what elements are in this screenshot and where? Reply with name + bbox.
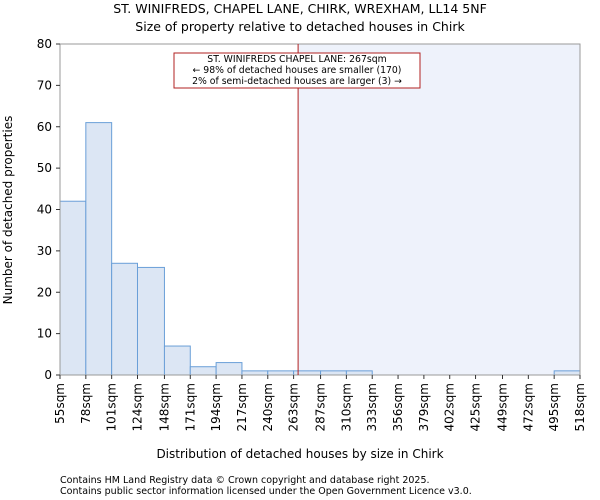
annotation-box: ST. WINIFREDS CHAPEL LANE: 267sqm ← 98% … xyxy=(173,52,421,89)
x-tick-label: 217sqm xyxy=(235,383,249,431)
x-tick-label: 101sqm xyxy=(105,383,119,431)
bar xyxy=(241,370,269,376)
bar xyxy=(345,370,373,376)
bar xyxy=(215,362,243,376)
x-tick-label: 402sqm xyxy=(443,383,457,431)
footer-line-1: Contains HM Land Registry data © Crown c… xyxy=(60,475,430,486)
x-tick-label: 518sqm xyxy=(573,383,587,431)
bar xyxy=(59,200,87,376)
bar xyxy=(111,262,138,376)
x-tick-label: 495sqm xyxy=(547,383,561,431)
y-tick-label: 30 xyxy=(37,244,52,258)
y-tick-label: 10 xyxy=(37,327,52,341)
bar xyxy=(163,345,191,376)
x-tick-label: 240sqm xyxy=(261,383,275,431)
x-tick-label: 333sqm xyxy=(365,383,379,431)
x-tick-label: 287sqm xyxy=(314,383,328,431)
bar xyxy=(320,370,347,376)
chart-subtitle: Size of property relative to detached ho… xyxy=(135,19,465,34)
x-tick-label: 78sqm xyxy=(79,383,93,424)
bar xyxy=(136,266,165,376)
y-tick-label: 70 xyxy=(37,78,52,92)
x-tick-label: 472sqm xyxy=(521,383,535,431)
highlight-region xyxy=(298,44,580,375)
annotation-line-3: 2% of semi-detached houses are larger (3… xyxy=(192,76,402,87)
x-tick-label: 449sqm xyxy=(496,383,510,431)
annotation-line-1: ST. WINIFREDS CHAPEL LANE: 267sqm xyxy=(207,54,386,65)
y-axis-title: Number of detached properties xyxy=(1,116,15,305)
x-tick-label: 124sqm xyxy=(130,383,144,431)
x-tick-label: 263sqm xyxy=(287,383,301,431)
x-tick-label: 55sqm xyxy=(53,383,67,424)
x-tick-label: 356sqm xyxy=(391,383,405,431)
x-tick-label: 171sqm xyxy=(183,383,197,431)
annotation-frame xyxy=(173,52,421,89)
y-tick-label: 50 xyxy=(37,161,52,175)
bar xyxy=(189,366,217,376)
plot-area: 0 10 20 30 40 50 60 70 80 55sqm 78sqm 101sqm 124sqm 1… xyxy=(37,37,587,431)
bar xyxy=(85,122,113,376)
x-tick-label: 148sqm xyxy=(157,383,171,431)
x-axis-title: Distribution of detached houses by size … xyxy=(156,447,443,461)
annotation-line-2: ← 98% of detached houses are smaller (17… xyxy=(193,65,402,76)
x-tick-label: 379sqm xyxy=(417,383,431,431)
y-tick-label: 0 xyxy=(44,368,52,382)
y-tick-label: 60 xyxy=(37,120,52,134)
x-tick-label: 310sqm xyxy=(339,383,353,431)
y-tick-label: 20 xyxy=(37,285,52,299)
bar xyxy=(553,370,581,376)
bar xyxy=(267,370,295,376)
footer-line-2: Contains public sector information licen… xyxy=(60,486,472,497)
x-tick-label: 194sqm xyxy=(209,383,223,431)
chart-title: ST. WINIFREDS, CHAPEL LANE, CHIRK, WREXH… xyxy=(113,1,487,16)
y-tick-label: 80 xyxy=(37,37,52,51)
y-tick-label: 40 xyxy=(37,203,52,217)
x-tick-label: 425sqm xyxy=(469,383,483,431)
